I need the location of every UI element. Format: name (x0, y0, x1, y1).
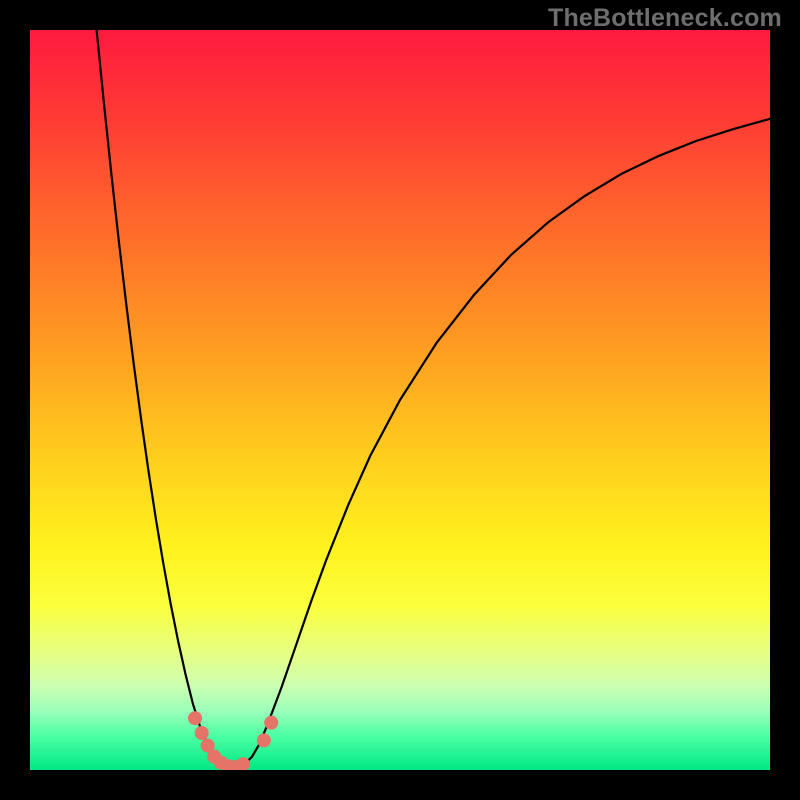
watermark-text: TheBottleneck.com (548, 4, 782, 33)
curve-marker (188, 711, 202, 725)
plot-area (30, 30, 770, 770)
curve-marker (264, 716, 278, 730)
outer-frame: TheBottleneck.com (0, 0, 800, 800)
curve-marker (257, 733, 271, 747)
bottleneck-chart (30, 30, 770, 770)
curve-marker (195, 726, 209, 740)
